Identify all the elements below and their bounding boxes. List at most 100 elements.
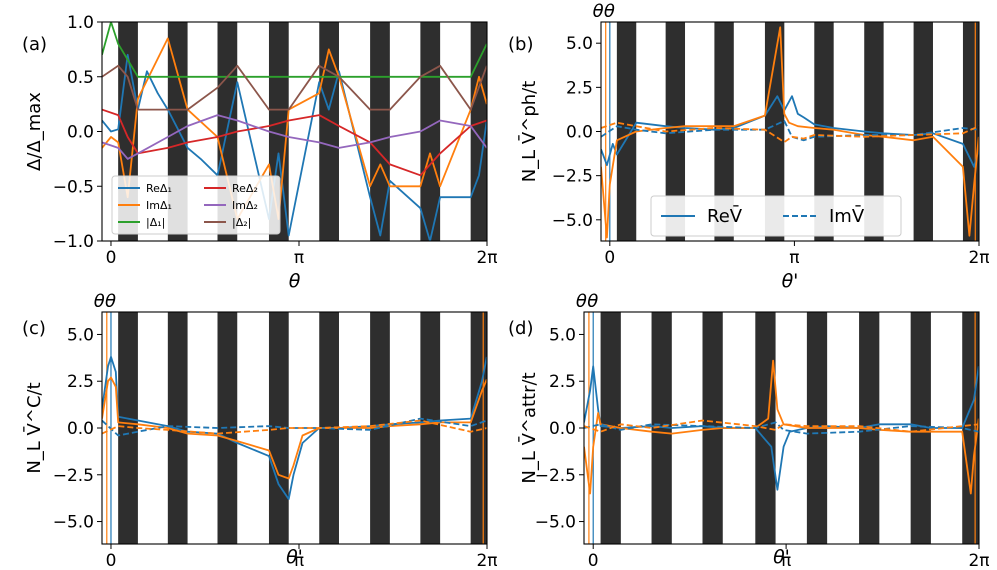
series-line xyxy=(102,64,487,111)
y-tick-label: −5.0 xyxy=(552,211,593,231)
dark-band xyxy=(764,22,785,241)
y-axis-label: N_L V̄^ph/t xyxy=(518,81,540,183)
y-axis-label: N_L V̄^C/t xyxy=(23,382,45,473)
y-tick-label: 2.5 xyxy=(566,78,593,98)
panel-label: (d) xyxy=(508,318,533,339)
legend-label: ReV̄ xyxy=(707,205,743,227)
x-axis-label: θ' xyxy=(773,546,790,568)
legend-box xyxy=(650,195,902,237)
dark-band xyxy=(370,312,390,544)
x-tick-label: π xyxy=(294,248,304,268)
x-tick-label: 2π xyxy=(476,551,497,570)
x-axis-label: θ xyxy=(289,270,301,292)
x-tick-label: π xyxy=(781,551,791,570)
theta-marker: θ xyxy=(576,291,587,312)
y-tick-label: −5.0 xyxy=(53,513,94,533)
series-line xyxy=(584,359,979,495)
dark-band xyxy=(470,312,487,544)
x-tick-label: 0 xyxy=(604,248,615,268)
dark-band xyxy=(714,22,734,241)
x-tick-label: 2π xyxy=(476,248,497,268)
panel-b: 5.0 2.5 0.0 −2.5 −5.0 0 π 2π θ' N_L V̄^ph/t (b) θ θ R… xyxy=(508,1,990,292)
y-tick-label: 0.5 xyxy=(67,68,94,88)
dark-band xyxy=(616,22,637,241)
series-group xyxy=(584,359,979,495)
theta-marker: θ xyxy=(94,291,105,312)
legend-label: ImΔ₂ xyxy=(232,199,258,212)
panel-label: (c) xyxy=(22,318,46,339)
theta-marker: θ xyxy=(604,1,615,22)
y-tick-label: 1.0 xyxy=(67,13,94,33)
series-line xyxy=(102,376,487,480)
theta-marker: θ xyxy=(593,1,604,22)
legend-label: |Δ₁| xyxy=(146,216,165,229)
panel-a: 1.0 0.5 0.0 −0.5 −1.0 0 π 2π θ Δ/Δ_max (a) ReΔ₁ ImΔ₁… xyxy=(22,13,498,292)
dark-band xyxy=(118,312,138,544)
x-tick-label: 0 xyxy=(588,551,599,570)
series-line xyxy=(584,421,979,435)
x-tick-label: 2π xyxy=(968,248,989,268)
dark-band xyxy=(702,312,723,544)
series-line xyxy=(102,114,487,160)
y-tick-label: 5.0 xyxy=(566,34,593,54)
legend-label: |Δ₂| xyxy=(232,216,251,229)
dark-band xyxy=(962,312,979,544)
series-line xyxy=(102,37,487,220)
band-group xyxy=(616,22,979,241)
series-line xyxy=(102,108,487,177)
x-tick-label: 2π xyxy=(968,551,989,570)
legend-box xyxy=(111,175,281,235)
y-tick-label: −0.5 xyxy=(53,177,94,197)
y-tick-label: 2.5 xyxy=(67,372,94,392)
y-tick-label: −2.5 xyxy=(53,466,94,486)
series-line xyxy=(102,417,487,437)
panel-label: (a) xyxy=(22,34,47,55)
legend-label: ReΔ₁ xyxy=(146,182,172,195)
y-axis-label: N_L V̄^attr/t xyxy=(518,372,540,483)
y-tick-label: −2.5 xyxy=(535,466,576,486)
panel-label: (b) xyxy=(508,34,533,55)
y-tick-label: −1.0 xyxy=(53,232,94,252)
y-tick-label: 5.0 xyxy=(67,325,94,345)
theta-marker: θ xyxy=(105,291,116,312)
x-axis-label: θ' xyxy=(286,546,303,568)
dark-band xyxy=(913,22,933,241)
x-tick-label: 0 xyxy=(106,551,117,570)
y-tick-label: 5.0 xyxy=(549,325,576,345)
dark-band xyxy=(814,22,834,241)
x-tick-label: 0 xyxy=(106,248,117,268)
y-tick-label: 0.0 xyxy=(549,419,576,439)
series-line xyxy=(584,419,979,433)
y-tick-label: 0.0 xyxy=(67,419,94,439)
y-tick-label: 2.5 xyxy=(549,372,576,392)
theta-marker: θ xyxy=(587,291,598,312)
dark-band xyxy=(910,312,931,544)
panel-c: 5.0 2.5 0.0 −2.5 −5.0 0 π 2π θ' N_L V̄^C/t (c) θ θ xyxy=(22,291,498,570)
series-line xyxy=(601,26,979,239)
series-line xyxy=(601,95,979,168)
series-line xyxy=(601,121,979,143)
dark-band xyxy=(420,312,441,544)
series-group xyxy=(601,26,979,239)
series-line xyxy=(102,419,487,435)
y-tick-label: 0.0 xyxy=(67,123,94,143)
x-axis-label: θ' xyxy=(782,270,799,292)
dark-band xyxy=(217,312,238,544)
x-tick-label: π xyxy=(789,248,799,268)
y-tick-label: −2.5 xyxy=(552,167,593,187)
series-line xyxy=(102,22,487,78)
y-axis-label: Δ/Δ_max xyxy=(24,92,45,171)
panel-d: 5.0 2.5 0.0 −2.5 −5.0 0 π 2π θ' N_L V̄^attr/t (d) θ… xyxy=(508,291,990,570)
dark-band xyxy=(319,22,339,241)
dark-band xyxy=(268,312,289,544)
legend-label: ImV̄ xyxy=(829,205,865,227)
y-tick-label: −5.0 xyxy=(535,513,576,533)
series-group xyxy=(102,356,487,500)
x-tick-label: π xyxy=(294,551,304,570)
legend-label: ImΔ₁ xyxy=(146,199,172,212)
series-group xyxy=(102,22,487,241)
dark-band xyxy=(651,312,672,544)
series-line xyxy=(102,53,487,241)
y-tick-label: 0.0 xyxy=(566,123,593,143)
